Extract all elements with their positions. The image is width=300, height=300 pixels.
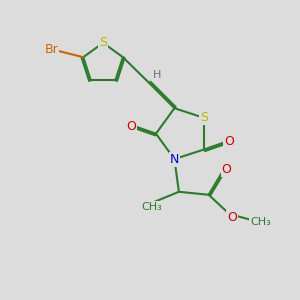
Text: S: S xyxy=(99,36,107,49)
Text: S: S xyxy=(200,111,208,124)
Text: CH₃: CH₃ xyxy=(250,217,271,226)
Text: O: O xyxy=(227,211,237,224)
Text: Br: Br xyxy=(44,43,58,56)
Text: CH₃: CH₃ xyxy=(142,202,163,212)
Text: N: N xyxy=(170,153,179,166)
Text: H: H xyxy=(153,70,162,80)
Text: O: O xyxy=(224,135,234,148)
Text: O: O xyxy=(221,163,231,176)
Text: O: O xyxy=(126,120,136,133)
